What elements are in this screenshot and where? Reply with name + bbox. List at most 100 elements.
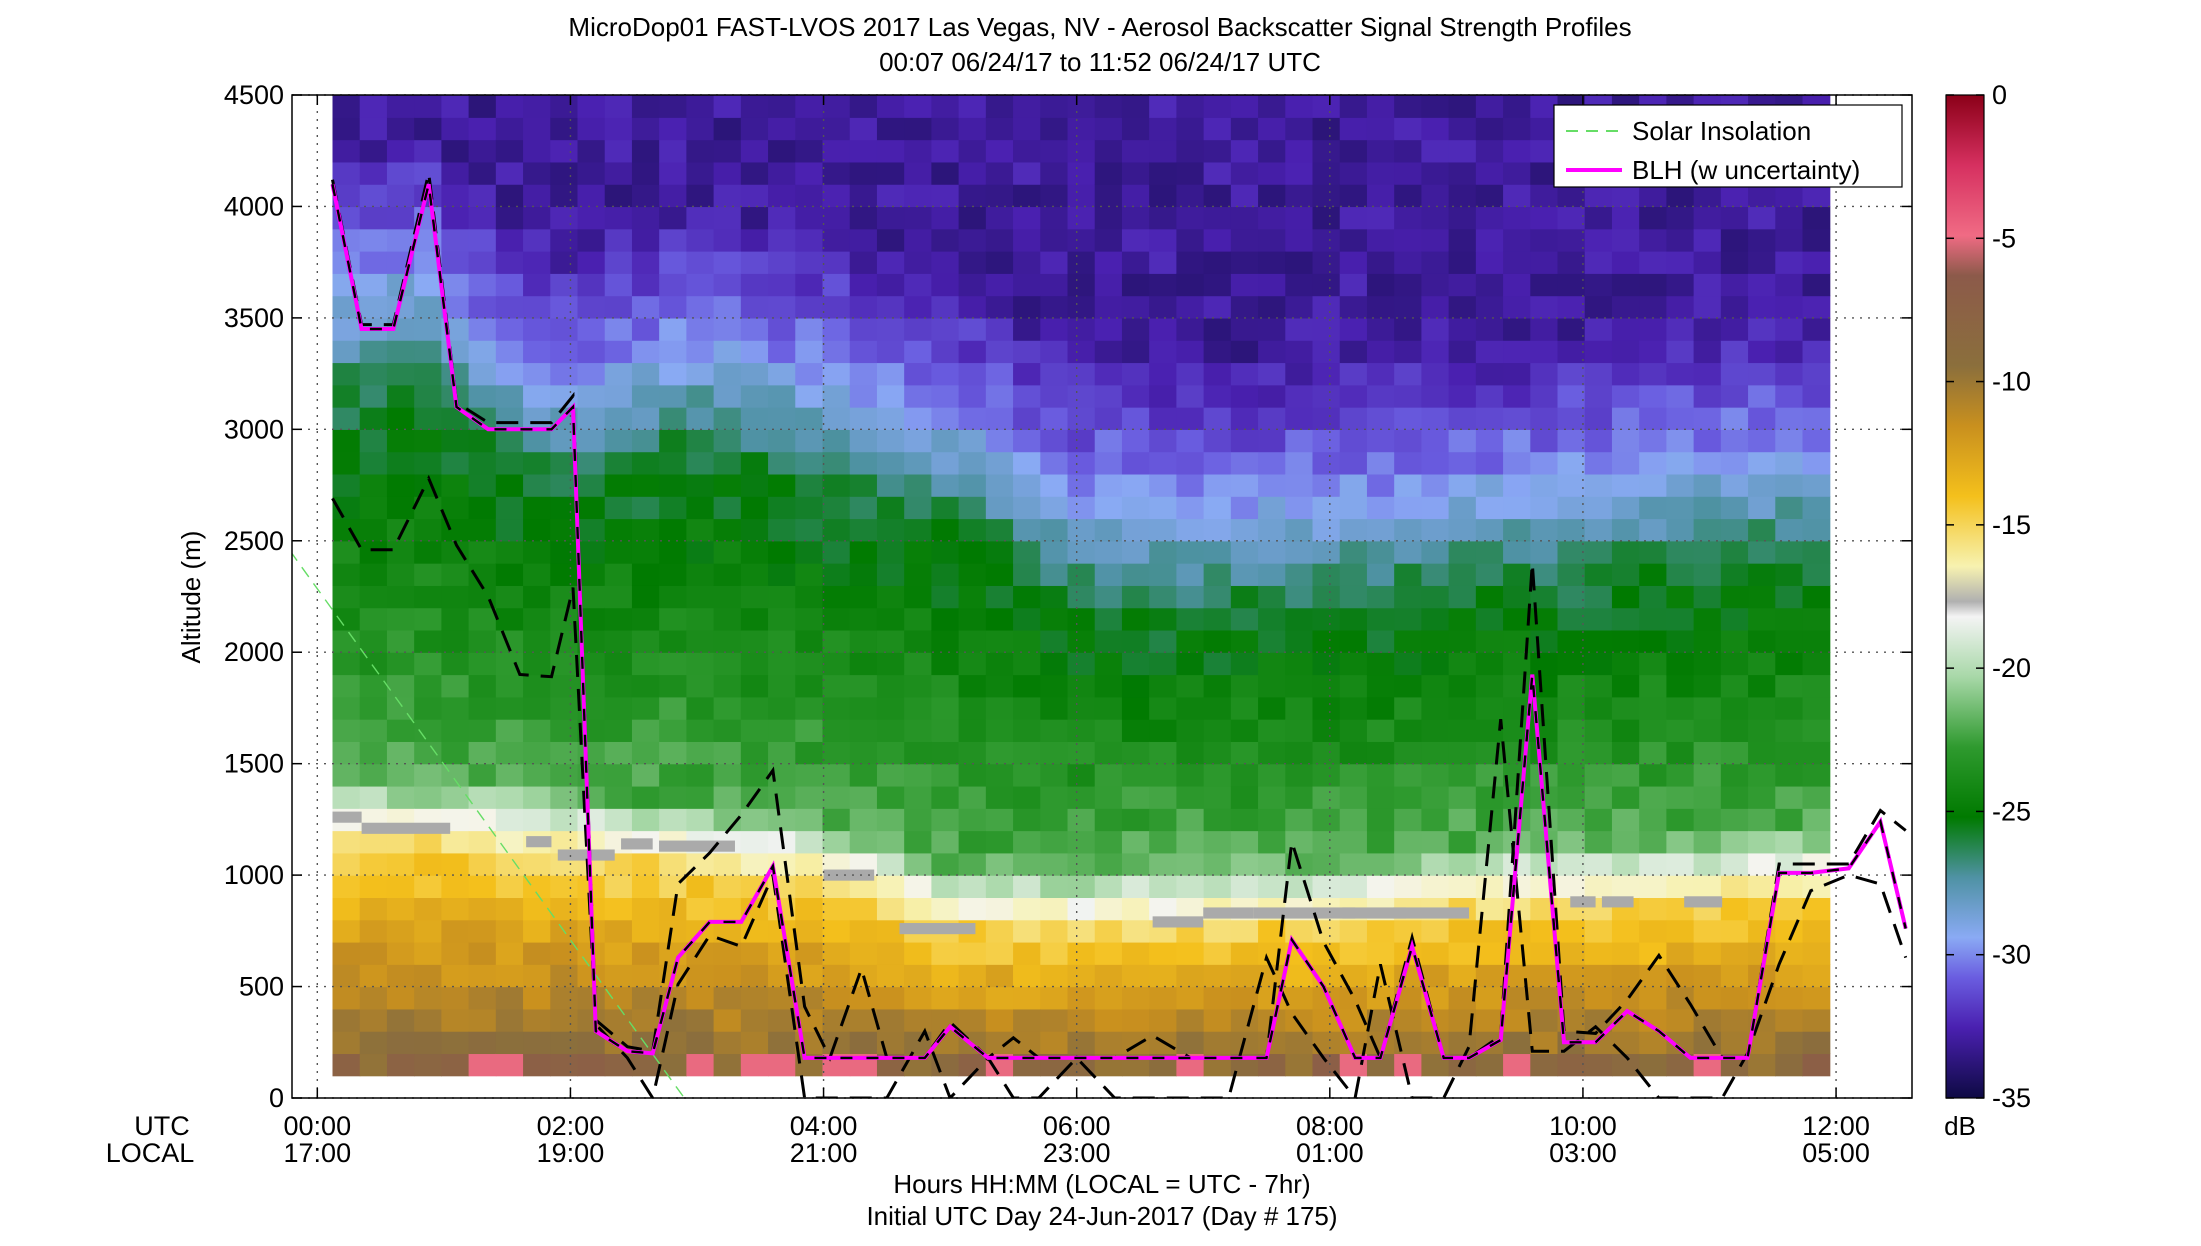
heatmap-cell [876, 407, 905, 430]
heatmap-cell [441, 161, 470, 185]
heatmap-cell [795, 696, 824, 720]
heatmap-cell [1584, 540, 1613, 564]
heatmap-cell [1230, 830, 1259, 854]
heatmap-cell [1285, 986, 1314, 1010]
heatmap-cell [577, 1053, 606, 1077]
heatmap-cell [1748, 206, 1776, 230]
heatmap-cell [768, 362, 796, 386]
heatmap-cell [1448, 184, 1477, 208]
heatmap-cell [468, 741, 497, 765]
heatmap-cell [1448, 407, 1477, 430]
heatmap-cell [631, 696, 660, 720]
heatmap-cell [985, 1031, 1014, 1055]
heatmap-cell [1448, 228, 1477, 252]
heatmap-cell [1149, 563, 1177, 586]
heatmap-cell [849, 629, 878, 653]
heatmap-cell [1312, 629, 1341, 653]
heatmap-cell [1312, 852, 1341, 876]
heatmap-cell [1802, 629, 1831, 653]
heatmap-cell [1094, 763, 1123, 787]
heatmap-cell [1693, 919, 1722, 943]
heatmap-cell [631, 986, 660, 1010]
heatmap-cell [1475, 95, 1504, 118]
heatmap-cell [713, 986, 742, 1010]
heatmap-cell [468, 964, 497, 988]
heatmap-cell [1339, 317, 1368, 341]
heatmap-cell [958, 563, 987, 586]
heatmap-cell [332, 95, 361, 118]
heatmap-cell [1067, 206, 1096, 230]
heatmap-cell [1203, 317, 1232, 341]
heatmap-cell [1421, 317, 1450, 341]
heatmap-cell [904, 340, 932, 364]
heatmap-cell [1067, 251, 1096, 274]
heatmap-cell [550, 674, 579, 698]
x-tick-label-local: 19:00 [537, 1138, 605, 1168]
heatmap-cell [1094, 808, 1123, 832]
heatmap-cell [740, 852, 769, 876]
heatmap-cell [1421, 340, 1450, 364]
heatmap-cell [1394, 607, 1422, 631]
heatmap-cell [1258, 919, 1286, 943]
heatmap-cell [985, 719, 1014, 742]
heatmap-cell [1448, 340, 1477, 364]
heatmap-cell [414, 763, 442, 787]
heatmap-cell [1366, 964, 1395, 988]
heatmap-cell [1530, 473, 1559, 497]
heatmap-cell [1448, 741, 1477, 765]
heatmap-cell [985, 473, 1014, 497]
heatmap-cell [1693, 964, 1722, 988]
heatmap-cell [1285, 184, 1314, 208]
heatmap-cell [1067, 763, 1096, 787]
heatmap-cell [577, 251, 606, 274]
heatmap-cell [822, 473, 851, 497]
heatmap-cell [958, 607, 987, 631]
heatmap-cell [985, 451, 1014, 475]
heatmap-cell [1230, 496, 1259, 520]
heatmap-cell [1230, 429, 1259, 453]
heatmap-cell [686, 317, 715, 341]
heatmap-cell [686, 674, 715, 698]
heatmap-cell [1557, 875, 1586, 898]
heatmap-cell [1611, 340, 1640, 364]
heatmap-cell [414, 317, 442, 341]
heatmap-cell [1203, 585, 1232, 609]
heatmap-cell [332, 340, 361, 364]
heatmap-cell [985, 206, 1014, 230]
heatmap-cell [1448, 540, 1477, 564]
heatmap-cell [795, 540, 824, 564]
heatmap-cell [1503, 607, 1531, 631]
heatmap-cell [958, 184, 987, 208]
heatmap-cell [1394, 719, 1422, 742]
heatmap-cell [1475, 652, 1504, 676]
heatmap-cell [1639, 384, 1667, 408]
heatmap-cell [1067, 317, 1096, 341]
heatmap-cell [1285, 518, 1314, 542]
heatmap-cell [1748, 585, 1776, 609]
heatmap-cell [495, 607, 524, 631]
heatmap-cell [1421, 607, 1450, 631]
heatmap-cell [1394, 228, 1422, 252]
heatmap-cell [631, 607, 660, 631]
heatmap-cell [1285, 1053, 1314, 1077]
heatmap-cell [1394, 741, 1422, 765]
heatmap-cell [359, 295, 388, 319]
heatmap-cell [1121, 563, 1150, 586]
heatmap-cell [1067, 540, 1096, 564]
colorbar-tick-label: -35 [1992, 1083, 2031, 1113]
heatmap-cell [468, 986, 497, 1010]
heatmap-cell [1802, 719, 1831, 742]
heatmap-cell [1448, 941, 1477, 965]
heatmap-cell [1149, 139, 1177, 163]
heatmap-cell [931, 518, 960, 542]
heatmap-cell [1475, 719, 1504, 742]
heatmap-cell [1149, 184, 1177, 208]
heatmap-cell [1666, 1053, 1695, 1077]
heatmap-cell [1639, 607, 1667, 631]
heatmap-cell [1639, 429, 1667, 453]
heatmap-cell [1094, 317, 1123, 341]
heatmap-cell [332, 228, 361, 252]
heatmap-cell [659, 852, 687, 876]
heatmap-cell [550, 897, 579, 921]
heatmap-cell [1258, 295, 1286, 319]
